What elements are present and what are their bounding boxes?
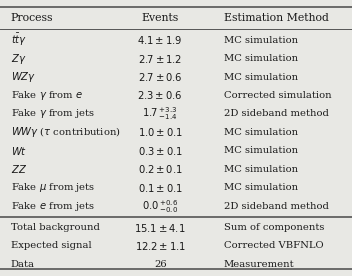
Text: Corrected VBFNLO: Corrected VBFNLO (224, 242, 323, 250)
Text: $2.7 \pm 0.6$: $2.7 \pm 0.6$ (138, 71, 183, 83)
Text: Fake $\gamma$ from $e$: Fake $\gamma$ from $e$ (11, 89, 83, 102)
Text: $Z\gamma$: $Z\gamma$ (11, 52, 26, 65)
Text: $Wt$: $Wt$ (11, 145, 27, 157)
Text: MC simulation: MC simulation (224, 73, 298, 81)
Text: Measurement: Measurement (224, 260, 294, 269)
Text: $2.3 \pm 0.6$: $2.3 \pm 0.6$ (137, 89, 183, 102)
Text: MC simulation: MC simulation (224, 184, 298, 192)
Text: Expected signal: Expected signal (11, 242, 91, 250)
Text: $0.1 \pm 0.1$: $0.1 \pm 0.1$ (138, 182, 183, 194)
Text: $ZZ$: $ZZ$ (11, 163, 27, 176)
Text: Total background: Total background (11, 223, 99, 232)
Text: 2D sideband method: 2D sideband method (224, 110, 328, 118)
Text: MC simulation: MC simulation (224, 36, 298, 44)
Text: MC simulation: MC simulation (224, 54, 298, 63)
Text: $WZ\gamma$: $WZ\gamma$ (11, 70, 36, 84)
Text: Events: Events (142, 13, 179, 23)
Text: $15.1 \pm 4.1$: $15.1 \pm 4.1$ (134, 222, 186, 234)
Text: Estimation Method: Estimation Method (224, 13, 328, 23)
Text: Corrected simulation: Corrected simulation (224, 91, 331, 100)
Text: MC simulation: MC simulation (224, 147, 298, 155)
Text: $4.1 \pm 1.9$: $4.1 \pm 1.9$ (138, 34, 183, 46)
Text: $2.7 \pm 1.2$: $2.7 \pm 1.2$ (138, 52, 182, 65)
Text: MC simulation: MC simulation (224, 128, 298, 137)
Text: Process: Process (11, 13, 53, 23)
Text: $1.7\,^{+3.3}_{-1.4}$: $1.7\,^{+3.3}_{-1.4}$ (143, 106, 178, 122)
Text: Fake $\gamma$ from jets: Fake $\gamma$ from jets (11, 107, 94, 121)
Text: $WW\gamma$ ($\tau$ contribution): $WW\gamma$ ($\tau$ contribution) (11, 126, 120, 139)
Text: Fake $e$ from jets: Fake $e$ from jets (11, 200, 95, 213)
Text: 26: 26 (154, 260, 166, 269)
Text: Fake $\mu$ from jets: Fake $\mu$ from jets (11, 181, 95, 195)
Text: $t\bar{t}\gamma$: $t\bar{t}\gamma$ (11, 32, 27, 48)
Text: $0.2 \pm 0.1$: $0.2 \pm 0.1$ (138, 163, 182, 176)
Text: MC simulation: MC simulation (224, 165, 298, 174)
Text: Sum of components: Sum of components (224, 223, 324, 232)
Text: 2D sideband method: 2D sideband method (224, 202, 328, 211)
Text: $12.2 \pm 1.1$: $12.2 \pm 1.1$ (135, 240, 186, 252)
Text: $1.0 \pm 0.1$: $1.0 \pm 0.1$ (138, 126, 183, 139)
Text: Data: Data (11, 260, 34, 269)
Text: $0.0\,^{+0.6}_{-0.0}$: $0.0\,^{+0.6}_{-0.0}$ (142, 198, 178, 215)
Text: $0.3 \pm 0.1$: $0.3 \pm 0.1$ (138, 145, 183, 157)
